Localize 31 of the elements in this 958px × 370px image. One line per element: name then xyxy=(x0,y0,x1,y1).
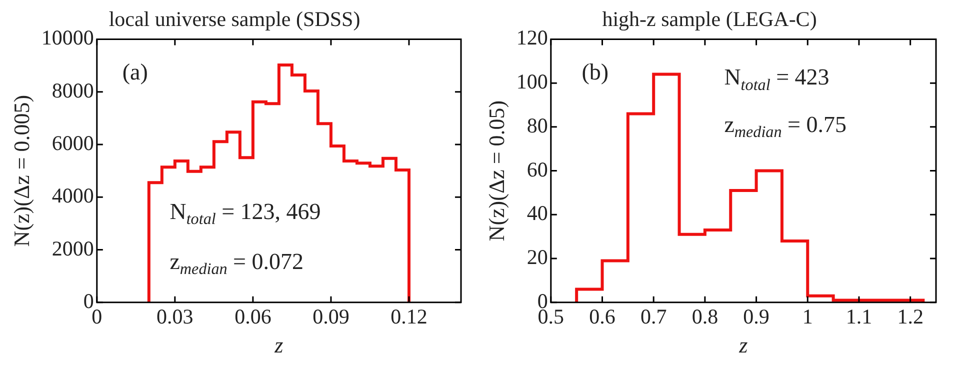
y-axis-title: N(z)(Δz = 0.05) xyxy=(484,100,509,242)
chart-title: local universe sample (SDSS) xyxy=(108,7,360,32)
chart-title: high-z sample (LEGA-C) xyxy=(602,7,817,32)
x-axis-title: z xyxy=(738,332,748,358)
x-tick-label: 0.7 xyxy=(640,304,667,329)
x-tick-label: 0.06 xyxy=(234,304,272,329)
y-tick-label: 6000 xyxy=(52,130,94,155)
y-tick-label: 120 xyxy=(516,26,548,50)
x-tick-label: 0.09 xyxy=(312,304,350,329)
y-tick-label: 100 xyxy=(516,70,548,94)
x-axis-title: z xyxy=(274,332,284,358)
x-tick-label: 1.1 xyxy=(846,304,872,329)
y-tick-label: 20 xyxy=(526,245,548,270)
annotation: (b) xyxy=(582,59,609,84)
y-tick-label: 40 xyxy=(526,201,548,226)
y-tick-label: 4000 xyxy=(52,184,94,208)
y-tick-label: 10000 xyxy=(41,26,94,50)
x-tick-label: 0.8 xyxy=(692,304,718,329)
x-tick-label: 0.12 xyxy=(390,304,428,329)
y-tick-label: 8000 xyxy=(52,78,94,102)
y-tick-label: 0 xyxy=(83,288,94,313)
x-tick-label: 0.9 xyxy=(743,304,770,329)
y-tick-label: 60 xyxy=(526,157,548,182)
y-tick-label: 2000 xyxy=(52,236,94,260)
x-tick-label: 0.03 xyxy=(156,304,194,329)
annotation: (a) xyxy=(122,59,148,84)
y-axis-title: N(z)(Δz = 0.005) xyxy=(8,94,34,247)
y-tick-label: 80 xyxy=(526,113,548,138)
x-tick-label: 0.6 xyxy=(589,304,616,329)
x-tick-label: 1.2 xyxy=(897,304,924,329)
x-tick-label: 1 xyxy=(802,304,813,329)
